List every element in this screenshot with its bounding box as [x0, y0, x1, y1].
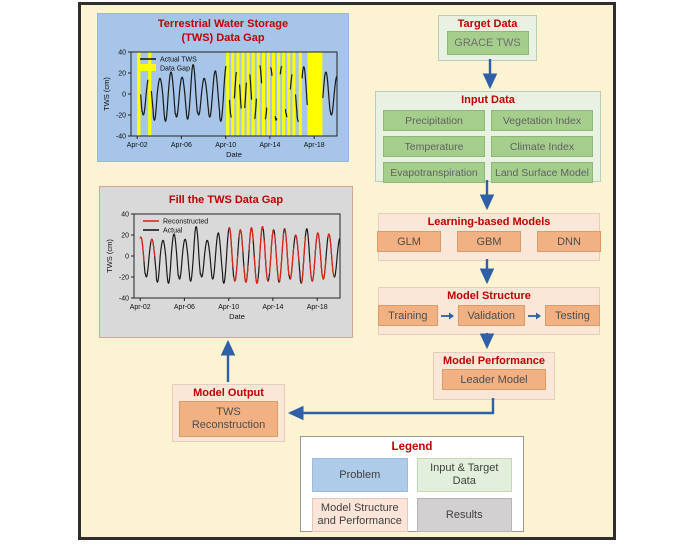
- svg-text:-40: -40: [116, 133, 126, 140]
- input-data-grid: Precipitation Vegetation Index Temperatu…: [376, 106, 600, 183]
- model-performance-title: Model Performance: [442, 355, 546, 367]
- node-testing: Testing: [545, 305, 600, 326]
- learning-models-row: GLM GBM DNN: [377, 228, 601, 252]
- svg-text:-20: -20: [119, 275, 129, 282]
- svg-text:Actual TWS: Actual TWS: [160, 56, 197, 63]
- chart2-title: Fill the TWS Data Gap: [168, 194, 284, 206]
- input-data-box: Input Data Precipitation Vegetation Inde…: [375, 91, 601, 183]
- legend-item-input-target-data: Input & Target Data: [416, 458, 512, 492]
- node-land-surface-model: Land Surface Model: [491, 162, 593, 183]
- legend-item-results: Results: [416, 498, 512, 532]
- svg-text:Reconstructed: Reconstructed: [163, 219, 208, 226]
- svg-text:0: 0: [122, 91, 126, 98]
- legend-item-label: Input & Target Data: [430, 462, 499, 487]
- legend-item-label: Model Structure and Performance: [317, 502, 402, 527]
- model-structure-row: Training Validation Testing: [378, 302, 600, 326]
- legend-item-label: Results: [445, 508, 483, 521]
- legend-item-label: Problem: [339, 468, 381, 481]
- node-training: Training: [378, 305, 438, 326]
- svg-text:Apr-02: Apr-02: [130, 304, 151, 311]
- model-output-title: Model Output: [193, 387, 264, 399]
- chart1-title-line1: Terrestrial Water Storage: [157, 18, 289, 30]
- svg-text:-40: -40: [119, 296, 129, 303]
- model-structure-title: Model Structure: [447, 290, 531, 302]
- arrow-right-icon: [528, 312, 541, 319]
- node-validation: Validation: [457, 305, 525, 326]
- svg-text:TWS (cm): TWS (cm): [102, 76, 111, 110]
- tws-gap-panel: Terrestrial Water Storage (TWS) Data Gap…: [97, 13, 349, 162]
- node-dnn: DNN: [537, 231, 601, 252]
- svg-text:Date: Date: [229, 312, 245, 321]
- target-data-box: Target Data GRACE TWS: [438, 15, 537, 61]
- legend-item-problem: Problem: [312, 458, 408, 492]
- svg-text:Apr-10: Apr-10: [215, 142, 236, 149]
- legend-title: Legend: [391, 441, 433, 453]
- legend-grid: Problem Input & Target Data Model Struct…: [301, 453, 523, 532]
- tws-fill-panel: Fill the TWS Data Gap 40 20 0 -20 -40 Apr-02 A…: [99, 186, 353, 338]
- node-precipitation: Precipitation: [383, 110, 485, 131]
- node-gbm: GBM: [457, 231, 521, 252]
- svg-text:TWS (cm): TWS (cm): [105, 239, 114, 273]
- input-data-title: Input Data: [461, 94, 515, 106]
- svg-text:40: 40: [121, 212, 129, 219]
- svg-text:20: 20: [121, 233, 129, 240]
- node-climate-index: Climate Index: [491, 136, 593, 157]
- legend-panel: Legend Problem Input & Target Data Model…: [300, 436, 524, 532]
- svg-text:Apr-14: Apr-14: [262, 304, 283, 311]
- model-structure-box: Model Structure Training Validation Test…: [378, 287, 600, 335]
- svg-text:40: 40: [118, 49, 126, 56]
- svg-text:-20: -20: [116, 112, 126, 119]
- learning-models-title: Learning-based Models: [427, 216, 551, 228]
- svg-text:Date: Date: [226, 150, 242, 159]
- node-glm: GLM: [377, 231, 441, 252]
- svg-text:Actual: Actual: [163, 228, 183, 235]
- svg-text:Apr-18: Apr-18: [304, 142, 325, 149]
- svg-text:Data Gap: Data Gap: [160, 65, 190, 72]
- node-temperature: Temperature: [383, 136, 485, 157]
- target-data-title: Target Data: [457, 18, 518, 30]
- node-tws-reconstruction: TWS Reconstruction: [179, 401, 278, 437]
- legend-item-model-structure-performance: Model Structure and Performance: [312, 498, 408, 532]
- svg-text:Apr-06: Apr-06: [174, 304, 195, 311]
- node-leader-model: Leader Model: [442, 369, 546, 390]
- svg-text:Apr-10: Apr-10: [218, 304, 239, 311]
- svg-text:Apr-02: Apr-02: [127, 142, 148, 149]
- model-output-box: Model Output TWS Reconstruction: [172, 384, 285, 442]
- svg-text:Apr-14: Apr-14: [259, 142, 280, 149]
- learning-models-box: Learning-based Models GLM GBM DNN: [377, 213, 601, 261]
- model-performance-box: Model Performance Leader Model: [433, 352, 555, 400]
- svg-text:0: 0: [125, 254, 129, 261]
- arrow-right-icon: [440, 312, 454, 319]
- node-evapotranspiration: Evapotranspiration: [383, 162, 485, 183]
- svg-text:Apr-18: Apr-18: [307, 304, 328, 311]
- svg-text:Apr-06: Apr-06: [171, 142, 192, 149]
- node-vegetation-index: Vegetation Index: [491, 110, 593, 131]
- chart1-title-line2: (TWS) Data Gap: [181, 32, 265, 45]
- node-grace-tws: GRACE TWS: [446, 31, 529, 55]
- svg-text:20: 20: [118, 70, 126, 77]
